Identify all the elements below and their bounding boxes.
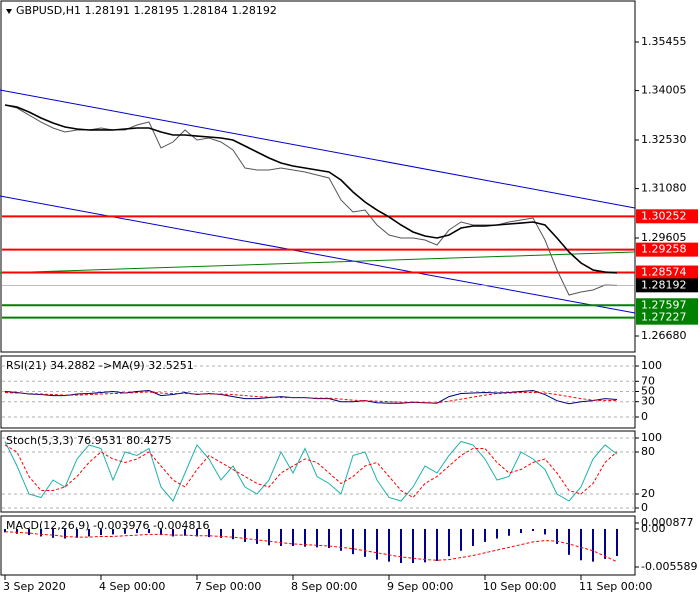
level-label-box <box>636 310 698 325</box>
series-line <box>4 444 618 499</box>
y-tick-label: 1.29605 <box>641 231 687 244</box>
title-marker <box>6 9 12 14</box>
y-tick-label: 70 <box>641 374 655 387</box>
level-label-text: 1.29258 <box>641 243 687 256</box>
y-tick-label: 0 <box>641 410 648 423</box>
panel-frame <box>0 515 636 576</box>
level-label-box <box>636 209 698 224</box>
level-label: 1.30252 <box>636 209 698 224</box>
series-line <box>4 104 618 296</box>
level-label: 1.29258 <box>636 242 698 257</box>
x-tick-label: 10 Sep 00:00 <box>483 580 556 593</box>
y-tick-label: 0.00 <box>641 522 666 535</box>
series-line <box>4 391 618 404</box>
panel-frame <box>0 430 636 513</box>
y-tick-label: 1.32530 <box>641 133 687 146</box>
level-label: 1.28574 <box>636 265 698 280</box>
level-label: 1.27227 <box>636 310 698 325</box>
y-tick-label: 0 <box>641 501 648 514</box>
level-label-text: 1.28574 <box>641 266 687 279</box>
series-line <box>4 440 618 502</box>
y-tick-label: 0.000877 <box>641 516 694 529</box>
x-tick-label: 3 Sep 2020 <box>3 580 66 593</box>
y-tick-label: 100 <box>641 359 662 372</box>
current-price: 1.28192 <box>2 278 698 293</box>
series-line <box>4 531 618 563</box>
x-tick-label: 8 Sep 00:00 <box>291 580 357 593</box>
y-tick-label: 1.26680 <box>641 329 687 342</box>
level-label-box <box>636 298 698 313</box>
level-label-text: 1.30252 <box>641 209 687 222</box>
y-tick-label: -0.005589 <box>641 560 697 573</box>
x-tick-label: 9 Sep 00:00 <box>387 580 453 593</box>
panel-title: RSI(21) 34.2882 ->MA(9) 32.5251 <box>6 359 194 372</box>
panel-title: Stoch(5,3,3) 76.9531 80.4275 <box>6 434 172 447</box>
panel-frame <box>0 0 636 353</box>
current-price-text: 1.28192 <box>641 278 687 291</box>
level-label-text: 1.27597 <box>641 298 687 311</box>
y-tick-label: 1.31080 <box>641 182 687 195</box>
panel-title: MACD(12,26,9) -0.003976 -0.004816 <box>6 519 209 532</box>
trendline <box>0 89 636 209</box>
y-tick-label: 80 <box>641 445 655 458</box>
y-tick-label: 1.34005 <box>641 84 687 97</box>
current-price-box <box>636 278 698 293</box>
level-label-box <box>636 242 698 257</box>
y-tick-label: 1.35455 <box>641 35 687 48</box>
trendline <box>0 251 636 274</box>
y-tick-label: 100 <box>641 431 662 444</box>
level-label-text: 1.27227 <box>641 311 687 324</box>
level-label: 1.27597 <box>636 298 698 313</box>
series-line <box>4 104 618 274</box>
x-tick-label: 11 Sep 00:00 <box>579 580 652 593</box>
x-tick-label: 7 Sep 00:00 <box>195 580 261 593</box>
y-tick-label: 20 <box>641 487 655 500</box>
y-tick-label: 30 <box>641 395 655 408</box>
y-tick-label: 50 <box>641 385 655 398</box>
x-tick-label: 4 Sep 00:00 <box>99 580 165 593</box>
level-label-box <box>636 265 698 280</box>
panel-title: GBPUSD,H1 1.28191 1.28195 1.28184 1.2819… <box>16 4 277 17</box>
